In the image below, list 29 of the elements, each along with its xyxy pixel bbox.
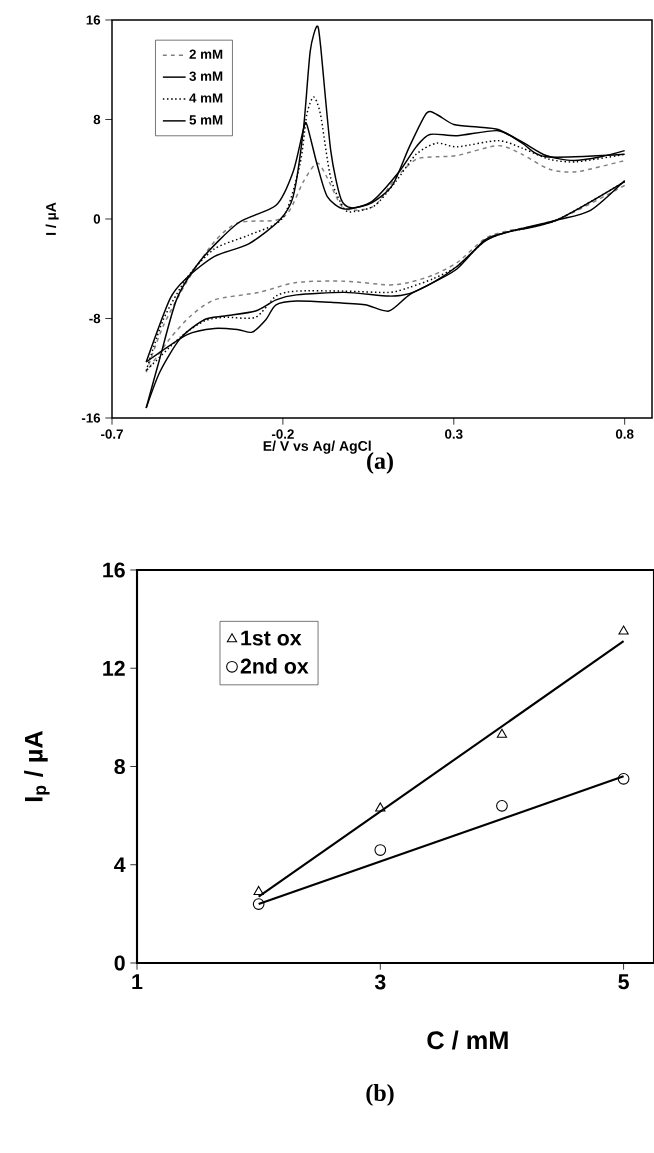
y-tick-label: 8	[114, 758, 125, 775]
x-tick-label: 1	[132, 974, 143, 990]
y-axis-title: I$_{p}$ / µA	[24, 730, 50, 802]
legend-label: 5 mM	[189, 115, 223, 125]
x-axis-title: E/ V vs Ag/ AgCl	[263, 440, 371, 454]
legend-label: 2nd ox	[240, 658, 309, 674]
y-tick-label: 16	[103, 562, 125, 578]
y-tick-label: -8	[89, 313, 101, 324]
y-tick-label: 12	[103, 660, 125, 676]
text: (b)	[366, 1084, 394, 1106]
legend-label: 2 mM	[189, 49, 223, 59]
legend-label: 4 mM	[189, 93, 223, 103]
y-tick-label: 16	[86, 15, 101, 25]
text: (a)	[367, 452, 393, 474]
x-axis-title: C / mM	[427, 1030, 508, 1050]
legend-label: 3 mM	[189, 71, 223, 81]
x-tick-label: -0.7	[101, 429, 123, 439]
x-tick-label: 0.8	[615, 429, 634, 439]
legend-label: 1st ox	[241, 630, 302, 646]
x-tick-label: 3	[374, 974, 386, 990]
y-axis-title: I / µA	[45, 202, 59, 235]
y-tick-label: 8	[93, 114, 101, 125]
x-tick-label: -0.2	[271, 429, 294, 439]
y-tick-label: 0	[93, 214, 101, 224]
y-tick-label: -16	[81, 413, 101, 423]
x-tick-label: 0.3	[445, 429, 463, 439]
y-tick-label: 0	[114, 955, 125, 971]
y-tick-label: 4	[114, 857, 126, 873]
x-tick-label: 5	[618, 974, 629, 990]
